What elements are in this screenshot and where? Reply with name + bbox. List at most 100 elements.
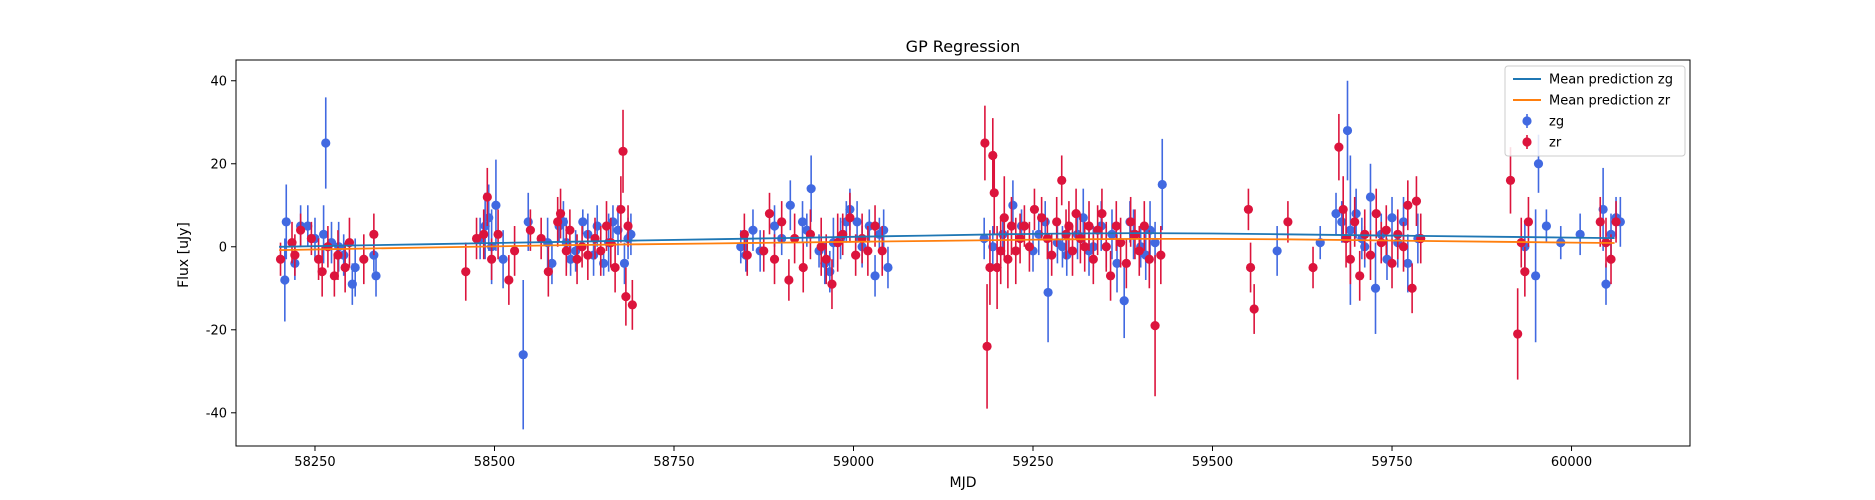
point-zr-117 bbox=[1365, 250, 1376, 260]
point-zg-85 bbox=[1119, 296, 1129, 306]
point-zr-44 bbox=[759, 246, 769, 256]
plot-frame bbox=[235, 59, 1691, 447]
point-zr-120 bbox=[1381, 225, 1391, 235]
point-zr-132 bbox=[1523, 217, 1534, 227]
legend-label-0: Mean prediction zg bbox=[1549, 73, 1673, 88]
point-zr-26 bbox=[555, 208, 566, 219]
point-zg-45 bbox=[769, 221, 780, 231]
x-tick-label-3: 59000 bbox=[833, 455, 874, 470]
point-zg-24 bbox=[547, 258, 557, 268]
x-tick-label-0: 58250 bbox=[294, 455, 335, 470]
x-tick-label-6: 59750 bbox=[1371, 455, 1412, 470]
point-zr-123 bbox=[1398, 242, 1409, 252]
x-tick-label-5: 59500 bbox=[1192, 455, 1233, 470]
point-zg-83 bbox=[1107, 229, 1117, 239]
point-zr-16 bbox=[479, 229, 489, 239]
point-zr-76 bbox=[1024, 242, 1035, 252]
point-zr-131 bbox=[1520, 267, 1530, 277]
point-zr-114 bbox=[1350, 217, 1360, 227]
point-zg-63 bbox=[879, 225, 889, 235]
point-zr-12 bbox=[359, 254, 369, 264]
point-zr-0 bbox=[275, 254, 286, 264]
point-zg-38 bbox=[619, 258, 630, 268]
point-zr-8 bbox=[329, 271, 339, 281]
point-zr-22 bbox=[525, 225, 535, 235]
point-zg-0 bbox=[280, 275, 290, 285]
legend-box bbox=[1504, 65, 1686, 157]
plot-area bbox=[275, 80, 1625, 430]
point-zr-106 bbox=[1245, 262, 1256, 273]
point-zr-39 bbox=[621, 291, 631, 302]
point-zr-29 bbox=[572, 254, 582, 264]
point-zr-125 bbox=[1407, 283, 1417, 293]
point-zr-75 bbox=[1019, 221, 1029, 231]
point-zr-74 bbox=[1015, 233, 1025, 244]
point-zr-126 bbox=[1411, 196, 1422, 206]
legend: Mean prediction zg Mean prediction zr zg zr bbox=[1504, 65, 1686, 157]
point-zg-30 bbox=[578, 217, 588, 227]
point-zr-5 bbox=[313, 254, 324, 264]
x-tick-label-2: 58750 bbox=[653, 455, 694, 470]
point-zg-43 bbox=[748, 225, 758, 235]
point-zg-109 bbox=[1403, 258, 1413, 268]
point-zr-103 bbox=[1150, 321, 1160, 331]
point-zr-104 bbox=[1156, 250, 1166, 260]
legend-label-1: Mean prediction zr bbox=[1549, 94, 1671, 109]
point-zr-71 bbox=[1003, 254, 1013, 264]
point-zr-13 bbox=[369, 229, 379, 239]
point-zr-66 bbox=[988, 150, 998, 161]
y-tick-label-1: -20 bbox=[206, 323, 227, 338]
point-zr-28 bbox=[565, 225, 575, 235]
point-zr-35 bbox=[606, 238, 616, 248]
point-zr-24 bbox=[543, 267, 553, 277]
y-axis-label: Flux [uJy] bbox=[176, 222, 192, 288]
point-zr-105 bbox=[1243, 204, 1254, 215]
point-zg-103 bbox=[1370, 283, 1381, 293]
point-zr-20 bbox=[504, 275, 514, 285]
point-zr-36 bbox=[610, 262, 620, 273]
point-zg-113 bbox=[1533, 159, 1544, 169]
point-zr-57 bbox=[845, 213, 855, 223]
point-zg-6 bbox=[318, 229, 329, 239]
point-zr-46 bbox=[769, 254, 780, 264]
y-tick-label-0: -40 bbox=[206, 406, 227, 421]
point-zr-84 bbox=[1064, 221, 1074, 231]
point-zg-21 bbox=[518, 350, 528, 360]
point-zg-75 bbox=[1057, 242, 1068, 252]
point-zr-93 bbox=[1101, 242, 1111, 252]
x-axis-label: MJD bbox=[950, 475, 977, 491]
point-zr-96 bbox=[1116, 238, 1126, 248]
point-zr-98 bbox=[1126, 217, 1136, 227]
point-zr-14 bbox=[461, 267, 471, 277]
y-tick-label-2: 0 bbox=[219, 240, 227, 255]
point-zr-69 bbox=[996, 246, 1006, 256]
point-zr-38 bbox=[618, 146, 628, 156]
series-zr bbox=[275, 105, 1621, 409]
point-zr-63 bbox=[980, 138, 990, 148]
point-zg-93 bbox=[1272, 246, 1282, 256]
point-zr-62 bbox=[877, 246, 887, 256]
point-zr-41 bbox=[627, 300, 637, 310]
point-zr-33 bbox=[596, 246, 606, 256]
point-zg-28 bbox=[565, 254, 576, 264]
point-zr-15 bbox=[471, 233, 482, 244]
point-zr-73 bbox=[1011, 246, 1021, 256]
point-zr-129 bbox=[1513, 329, 1523, 339]
point-zg-116 bbox=[1575, 229, 1585, 239]
point-zr-67 bbox=[989, 188, 999, 198]
legend-swatch-2 bbox=[1522, 116, 1532, 126]
point-zr-72 bbox=[1006, 221, 1017, 231]
point-zr-10 bbox=[340, 262, 350, 273]
point-zr-58 bbox=[851, 250, 861, 260]
point-zr-65 bbox=[985, 262, 995, 273]
point-zg-1 bbox=[281, 217, 291, 227]
point-zr-81 bbox=[1052, 217, 1062, 227]
point-zr-17 bbox=[482, 192, 492, 202]
point-zr-37 bbox=[616, 204, 626, 215]
point-zr-85 bbox=[1067, 246, 1078, 256]
point-zr-109 bbox=[1308, 262, 1318, 273]
point-zg-84 bbox=[1112, 258, 1122, 268]
point-zg-64 bbox=[883, 262, 893, 273]
point-zg-119 bbox=[1606, 229, 1616, 239]
point-zg-19 bbox=[491, 200, 501, 210]
